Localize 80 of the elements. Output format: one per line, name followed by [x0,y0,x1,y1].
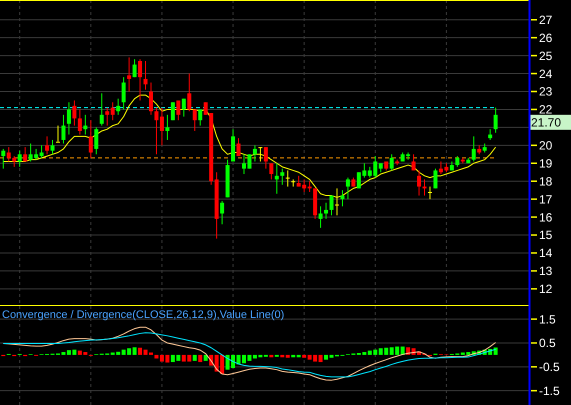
y-tick-label: -1.5 [539,384,560,398]
y-tick-label: -0.5 [539,360,560,374]
y-tick-label: 26 [539,30,553,45]
candlestick [422,178,427,196]
candlestick [412,154,416,171]
candlestick [488,128,492,140]
y-tick-label: 14 [539,246,553,260]
y-tick-label: 12 [539,282,553,296]
line-series [2,326,496,381]
y-tick-label: 20 [539,138,553,153]
y-tick-label: 22 [539,102,553,117]
candlestick [192,108,197,132]
y-tick-label: 15 [539,228,553,242]
y-tick-label: 25 [539,48,553,63]
candlestick [324,202,328,220]
candlestick [138,58,142,101]
candlestick [83,114,88,136]
candlestick [258,146,262,162]
candlestick [252,144,257,162]
y-tick-label: 16 [539,210,553,224]
candlestick [1,148,6,170]
candlestick [122,76,126,110]
line-series [2,332,496,378]
candlestick [66,102,71,136]
candlestick [417,170,422,196]
candlestick [390,154,394,171]
candlestick [264,146,268,170]
candlestick [198,108,202,126]
candlestick [176,100,180,121]
candlestick [23,146,28,162]
candlestick [127,56,132,92]
candlestick [45,136,50,155]
candlestick [61,114,66,144]
bar [204,354,208,361]
candlestick [269,162,274,180]
candlestick [274,162,279,194]
text: 21.70 [531,116,562,130]
candlestick [116,98,120,116]
y-tick-label: 13 [539,264,553,278]
candlestick [286,170,290,188]
candlestick [100,92,104,126]
candlestick [132,58,137,78]
candlestick [144,60,148,90]
candlestick [78,108,82,136]
candlestick [18,150,22,168]
y-tick-label: 27 [539,12,553,27]
candlestick [56,125,60,143]
bar [198,354,202,362]
candlestick [330,195,334,216]
candlestick [165,114,170,140]
candlestick [88,120,93,158]
candlestick [94,126,98,155]
y-tick-label: 0.5 [539,336,556,350]
y-tick-label: 1.5 [539,312,556,326]
candlestick [220,200,224,225]
y-tick-label: 17 [539,192,553,206]
chart-title: Convergence / Divergence(CLOSE,26,12,9),Value Line(0) [2,309,284,321]
candlestick [280,168,284,186]
y-tick-label: 23 [539,84,553,99]
y-tick-label: 19 [539,156,553,170]
candlestick [236,138,241,157]
candlestick [6,146,11,162]
candlestick [340,190,344,207]
candlestick [433,168,438,189]
candlestick [12,156,16,168]
candlestick [187,73,192,112]
candlestick [148,82,153,116]
bar [269,354,274,358]
candlestick [494,107,498,134]
candlestick [50,139,55,155]
y-tick-label: 18 [539,174,553,188]
candlestick [346,177,350,200]
bar [192,354,197,361]
candlestick [318,206,323,228]
y-tick-label: 24 [539,66,553,81]
candlestick [472,136,476,162]
candlestick [428,186,432,200]
candlestick [72,100,76,126]
candlestick [455,156,460,168]
candlestick [182,98,186,118]
